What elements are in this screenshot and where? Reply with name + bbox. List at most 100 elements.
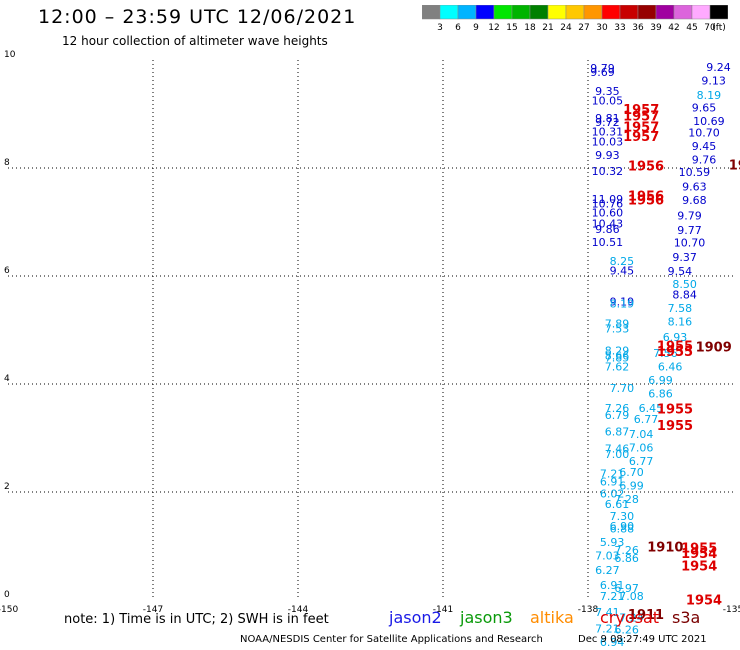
wave-height-label: 10.70 (674, 236, 706, 249)
wave-height-label: 10.31 (592, 126, 624, 139)
footer-note: note: 1) Time is in UTC; 2) SWH is in fe… (64, 612, 329, 627)
wave-height-label: 6.26 (614, 623, 639, 636)
wave-height-label: 7.28 (614, 493, 639, 506)
color-scale-label: 15 (506, 23, 517, 33)
color-scale-label: 3 (437, 23, 443, 33)
x-tick-label: -138 (578, 605, 599, 615)
color-scale-label: 36 (632, 23, 644, 33)
color-scale-label: 33 (614, 23, 625, 33)
wave-height-label: 9.79 (590, 62, 615, 75)
wave-height-label: 1955 (681, 541, 717, 556)
wave-height-label: 8.19 (610, 297, 635, 310)
wave-height-label: 7.70 (610, 382, 635, 395)
generated-timestamp: Dec 9 08:27:49 UTC 2021 (578, 634, 707, 645)
wave-height-label: 10.32 (592, 165, 624, 178)
wave-height-label: 9.81 (595, 112, 620, 125)
wave-height-label: 5.93 (600, 536, 625, 549)
wave-height-label: 7.21 (600, 590, 625, 603)
x-tick-label: -150 (0, 605, 18, 615)
wave-height-label: 1911 (628, 608, 664, 623)
wave-height-label: 6.02 (600, 487, 625, 500)
wave-height-label: 6.86 (614, 552, 639, 565)
color-scale-label: 18 (524, 23, 536, 33)
wave-height-label: 1957 (623, 109, 659, 124)
page-title: 12:00 – 23:59 UTC 12/06/2021 (38, 6, 357, 28)
wave-height-label: 7.08 (619, 590, 644, 603)
wave-height-label: 9.19 (610, 296, 635, 309)
wave-height-label: 10.05 (592, 94, 624, 107)
color-scale-label: 70 (704, 23, 716, 33)
wave-height-label: 9.13 (701, 74, 726, 87)
wave-height-label: 1955 (657, 345, 693, 360)
wave-height-label: 8.29 (605, 344, 630, 357)
wave-height-label: 7.41 (595, 606, 620, 619)
wave-height-label: 8.66 (605, 350, 630, 363)
wave-height-label: 6.99 (648, 374, 673, 387)
wave-height-label: 9.93 (595, 149, 620, 162)
color-scale-label: 42 (668, 23, 679, 33)
color-scale-label: 12 (488, 23, 499, 33)
legend-jason3: jason3 (460, 608, 513, 627)
wave-height-label: 6.91 (600, 476, 625, 489)
wave-height-label: 1954 (681, 547, 717, 562)
wave-height-label: 6.90 (610, 520, 635, 533)
wave-height-label: 7.62 (605, 361, 630, 374)
wave-height-label: 7.04 (629, 428, 654, 441)
wave-height-label: 10.51 (592, 236, 624, 249)
wave-height-label: 1954 (681, 559, 717, 574)
wave-height-label: 10.69 (693, 115, 725, 128)
x-tick-label: -141 (433, 605, 453, 615)
wave-height-label: 6.77 (634, 413, 659, 426)
wave-height-label: 9.65 (692, 101, 717, 114)
wave-height-label: 7.58 (668, 302, 693, 315)
legend-jason2: jason2 (389, 608, 442, 627)
wave-height-label: 8.84 (672, 289, 697, 302)
wave-height-label: 7.89 (605, 317, 630, 330)
wave-height-label: 7.56 (653, 347, 678, 360)
legend-cryosat: cryosat (600, 608, 660, 627)
y-tick-label: 2 (4, 482, 10, 492)
y-tick-label: 10 (4, 50, 16, 60)
wave-height-label: 1909 (696, 341, 732, 356)
wave-height-label: 9.63 (682, 181, 707, 194)
wave-height-label: 1956 (628, 189, 664, 204)
wave-height-label: 7.06 (629, 442, 654, 455)
wave-height-label: 6.88 (610, 523, 635, 536)
wave-height-label: 11.09 (592, 193, 624, 206)
color-scale-label: 6 (455, 23, 461, 33)
color-swatch (709, 5, 728, 20)
wave-height-label: 1957 (623, 120, 659, 135)
wave-height-label: 6.86 (648, 388, 673, 401)
wave-height-label: 9.86 (595, 223, 620, 236)
color-scale-legend: 3 6 9 12 15 18 21 24 27 30 33 36 39 42 45 70(ft) (422, 5, 728, 33)
color-scale-label: 30 (596, 23, 608, 33)
color-scale-label: 27 (578, 23, 589, 33)
wave-height-label: 8.50 (672, 278, 697, 291)
wave-height-label: 6.45 (639, 402, 664, 415)
x-tick-label: -147 (143, 605, 163, 615)
wave-height-label: 9.77 (677, 224, 702, 237)
credit-line: NOAA/NESDIS Center for Satellite Applica… (240, 634, 543, 645)
wave-height-label: 6.93 (663, 331, 688, 344)
wave-height-label: 9.79 (677, 209, 702, 222)
wave-height-label: 9.35 (595, 85, 620, 98)
wave-height-label: 6.91 (600, 579, 625, 592)
page-subtitle: 12 hour collection of altimeter wave hei… (62, 34, 328, 48)
wave-height-label: 9.69 (590, 66, 615, 79)
wave-height-label: 9.24 (706, 61, 731, 74)
wave-height-label: 7.21 (600, 467, 625, 480)
wave-height-label: 6.79 (605, 409, 630, 422)
wave-height-label: 10.60 (592, 207, 624, 220)
y-tick-label: 6 (4, 266, 10, 276)
wave-height-label: 7.85 (605, 351, 630, 364)
wave-height-label: 6.61 (605, 498, 630, 511)
y-tick-label: 0 (4, 590, 10, 600)
wave-height-label: 1910 (647, 540, 683, 555)
wave-height-label: 9.37 (672, 251, 697, 264)
wave-height-label: 7.46 (605, 443, 630, 456)
wave-height-label: 6.77 (629, 455, 654, 468)
wave-height-label: 7.26 (614, 544, 639, 557)
color-scale-label: 45 (686, 23, 697, 33)
wave-height-label: 7.53 (605, 323, 630, 336)
